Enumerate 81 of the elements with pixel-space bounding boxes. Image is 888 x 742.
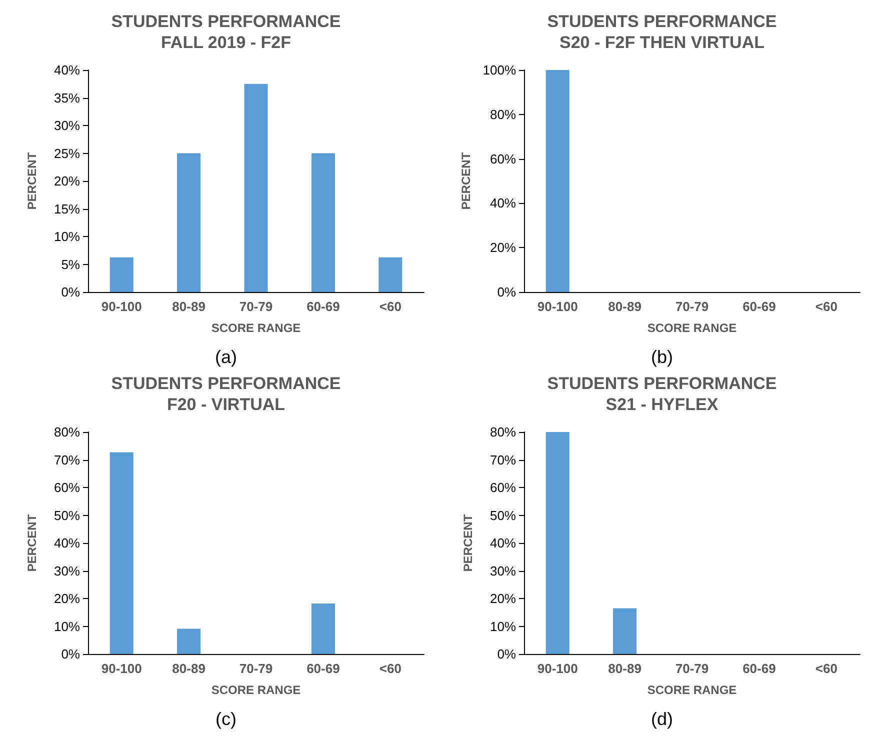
bar	[110, 452, 134, 654]
bar	[110, 257, 134, 292]
y-axis-title: PERCENT	[25, 152, 39, 210]
y-tick-label: 60%	[490, 480, 516, 495]
y-tick-label: 0%	[61, 646, 80, 662]
y-tick-label: 0%	[497, 646, 516, 662]
y-axis-title: PERCENT	[25, 514, 39, 572]
text: (b)	[651, 347, 673, 367]
x-tick-label: 60-69	[742, 661, 776, 676]
x-tick-label: 80-89	[608, 299, 642, 314]
y-tick-label: 30%	[54, 563, 80, 578]
chart-title: STUDENTS PERFORMANCE	[111, 374, 341, 393]
x-tick-label: 90-100	[537, 661, 578, 676]
y-tick-label: 5%	[61, 256, 80, 272]
x-tick-label: 80-89	[608, 661, 642, 676]
chart-title: STUDENTS PERFORMANCE	[547, 12, 777, 31]
y-tick-label: 10%	[54, 229, 80, 244]
y-axis-title: PERCENT	[458, 152, 473, 210]
y-tick-label: 35%	[54, 90, 80, 106]
bar	[311, 603, 335, 654]
x-tick-label: 90-100	[101, 661, 142, 676]
x-tick-label: 70-79	[239, 299, 273, 314]
text: (d)	[651, 709, 673, 729]
y-tick-label: 25%	[54, 146, 80, 161]
bar	[177, 628, 201, 654]
y-tick-label: 40%	[490, 536, 516, 550]
text: (a)	[215, 347, 237, 367]
y-tick-label: 50%	[490, 508, 516, 523]
x-tick-label: 80-89	[172, 299, 206, 314]
y-tick-label: 15%	[54, 201, 80, 216]
x-tick-label: 70-79	[675, 661, 709, 676]
x-axis-title: SCORE RANGE	[647, 683, 737, 697]
bar	[378, 257, 402, 292]
x-tick-label: <60	[379, 299, 402, 314]
y-tick-label: 40%	[54, 536, 80, 550]
y-tick-label: 30%	[490, 563, 516, 578]
y-tick-label: 60%	[490, 151, 516, 166]
x-tick-label: 70-79	[239, 661, 273, 676]
x-tick-label: 60-69	[742, 299, 776, 314]
y-axis-title: PERCENT	[461, 514, 475, 572]
x-axis-title: SCORE RANGE	[647, 321, 737, 335]
chart-subtitle: F20 - VIRTUAL	[166, 395, 286, 414]
y-tick-label: 80%	[490, 424, 516, 440]
y-tick-label: 0%	[61, 284, 80, 300]
y-tick-label: 60%	[54, 480, 80, 495]
y-tick-label: 20%	[54, 591, 80, 606]
chart-subtitle: FALL 2019 - F2F	[160, 33, 292, 52]
y-tick-label: 70%	[490, 452, 516, 468]
x-tick-label: 60-69	[306, 661, 340, 676]
x-tick-label: <60	[815, 661, 838, 676]
x-tick-label: 80-89	[172, 661, 206, 676]
text: (c)	[216, 709, 237, 729]
chart-subtitle: S20 - F2F THEN VIRTUAL	[560, 33, 764, 52]
x-tick-label: 70-79	[675, 299, 709, 314]
y-tick-label: 20%	[490, 591, 516, 606]
x-axis-title: SCORE RANGE	[211, 683, 301, 697]
y-tick-label: 10%	[54, 618, 80, 634]
bar	[244, 84, 268, 292]
y-tick-label: 10%	[490, 618, 516, 634]
x-tick-label: 90-100	[101, 299, 142, 314]
y-tick-label: 70%	[54, 452, 80, 468]
y-tick-label: 40%	[490, 196, 516, 211]
x-tick-label: 90-100	[537, 299, 578, 314]
x-tick-label: <60	[379, 661, 402, 676]
x-tick-label: <60	[815, 299, 838, 314]
chart-title: STUDENTS PERFORMANCE	[547, 374, 777, 393]
y-tick-label: 80%	[490, 106, 516, 122]
x-tick-label: 60-69	[306, 299, 340, 314]
y-tick-label: 0%	[497, 284, 516, 300]
bar	[311, 153, 335, 292]
x-axis-title: SCORE RANGE	[211, 321, 301, 335]
y-tick-label: 30%	[54, 118, 80, 133]
y-tick-label: 80%	[54, 424, 80, 440]
bar	[177, 153, 201, 292]
y-tick-label: 50%	[54, 508, 80, 523]
y-tick-label: 20%	[54, 174, 80, 188]
y-tick-label: 20%	[490, 240, 516, 256]
y-tick-label: 100%	[482, 62, 516, 78]
chart-subtitle: S21 - HYFLEX	[606, 395, 719, 414]
chart-title: STUDENTS PERFORMANCE	[111, 12, 341, 31]
y-tick-label: 40%	[54, 62, 80, 78]
